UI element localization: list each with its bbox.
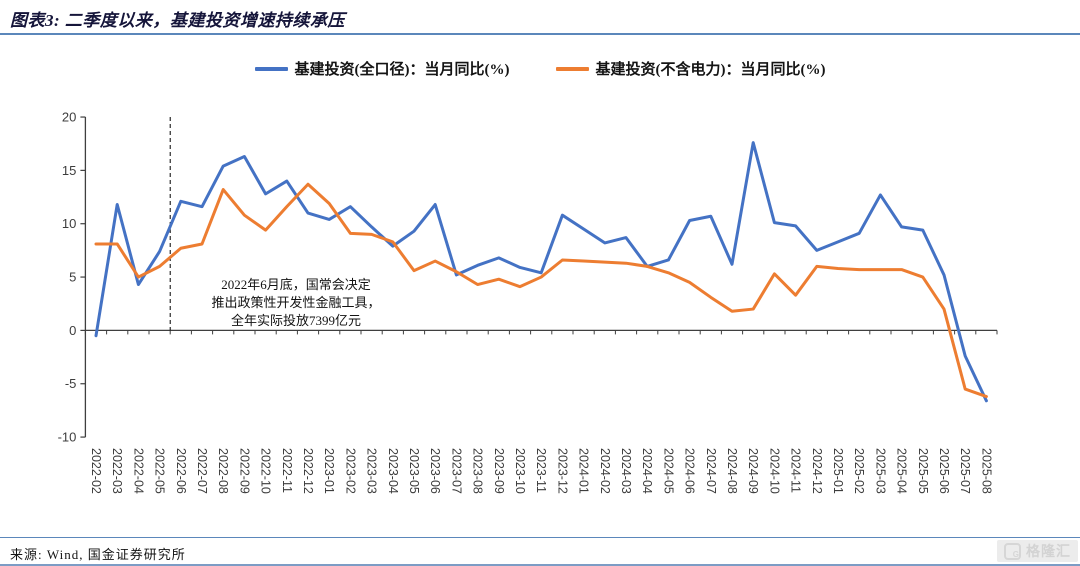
x-axis-label: 2023-07 [449,448,463,494]
annotation-text: 全年实际投放7399亿元 [231,313,361,328]
x-axis-label: 2025-08 [979,448,993,494]
x-axis-label: 2023-09 [492,448,506,494]
x-axis-label: 2024-04 [640,448,654,494]
legend-label-ex-power: 基建投资(不含电力)：当月同比(%) [595,62,826,78]
x-axis-label: 2025-03 [873,448,887,494]
x-axis-label: 2022-07 [195,448,209,494]
series-line-full-scope [94,141,988,403]
x-axis-label: 2024-02 [598,448,612,494]
gelonghui-logo-icon: G [1004,542,1021,560]
y-axis-label: -10 [58,430,77,445]
x-axis-label: 2023-01 [322,448,336,494]
x-axis-label: 2025-01 [831,448,845,494]
x-axis-label: 2022-08 [216,448,230,494]
x-axis-label: 2025-06 [937,448,951,494]
x-axis-label: 2023-08 [471,448,485,494]
x-axis-label: 2025-05 [916,448,930,494]
page-title: 图表3: 二季度以来，基建投资增速持续承压 [10,11,345,30]
annotation-text: 2022年6月底，国常会决定 [221,277,371,292]
legend-item-full-scope: 基建投资(全口径)：当月同比(%) [254,58,510,79]
x-axis-label: 2023-12 [555,448,569,494]
bottom-border [0,564,1080,566]
x-axis-label: 2024-11 [789,448,803,493]
x-axis-label: 2024-06 [683,448,697,494]
y-axis-label: 5 [69,270,76,285]
x-axis-label: 2024-07 [704,448,718,494]
x-axis-label: 2024-05 [661,448,675,494]
x-axis-label: 2022-06 [174,448,188,494]
y-axis-label: 10 [62,216,76,231]
legend-item-ex-power: 基建投资(不含电力)：当月同比(%) [555,58,826,79]
series-line-ex-power [94,182,988,399]
source-text: 来源: Wind, 国金证券研究所 [10,547,186,562]
x-axis-label: 2024-03 [619,448,633,494]
y-axis-label: -5 [65,376,77,391]
legend-swatch-blue [254,66,288,71]
x-axis-label: 2024-09 [746,448,760,494]
annotation-text: 推出政策性开发性金融工具， [211,295,380,310]
x-axis-label: 2024-08 [725,448,739,494]
y-axis-label: 0 [69,323,76,338]
x-axis-label: 2024-01 [577,448,591,494]
gelonghui-watermark: G 格隆汇 [997,540,1078,562]
footer-divider [0,537,1080,538]
x-axis-label: 2022-11 [280,448,294,493]
x-axis-label: 2023-06 [428,448,442,494]
x-axis-label: 2022-04 [131,448,145,494]
x-axis-label: 2022-09 [237,448,251,494]
x-axis-label: 2025-04 [895,448,909,494]
x-axis-label: 2022-05 [153,448,167,494]
x-axis-label: 2022-10 [259,448,273,494]
x-axis-label: 2022-02 [89,448,103,494]
x-axis-label: 2023-05 [407,448,421,494]
title-divider [0,33,1080,35]
legend-label-full-scope: 基建投资(全口径)：当月同比(%) [294,62,510,78]
x-axis-label: 2022-12 [301,448,315,494]
x-axis-label: 2025-07 [958,448,972,494]
x-axis-label: 2025-02 [852,448,866,494]
chart-legend: 基建投资(全口径)：当月同比(%) 基建投资(不含电力)：当月同比(%) [0,58,1080,79]
x-axis-label: 2023-04 [386,448,400,494]
x-axis-label: 2023-02 [343,448,357,494]
x-axis-label: 2023-11 [534,448,548,493]
x-axis-label: 2024-10 [767,448,781,494]
x-axis-label: 2023-10 [513,448,527,494]
y-axis-label: 15 [62,163,76,178]
legend-swatch-orange [555,66,589,71]
x-axis-label: 2024-12 [810,448,824,494]
y-axis-label: 20 [62,110,76,125]
x-axis-label: 2023-03 [365,448,379,494]
gelonghui-logo-text: 格隆汇 [1026,543,1071,559]
x-axis-label: 2022-03 [110,448,124,494]
